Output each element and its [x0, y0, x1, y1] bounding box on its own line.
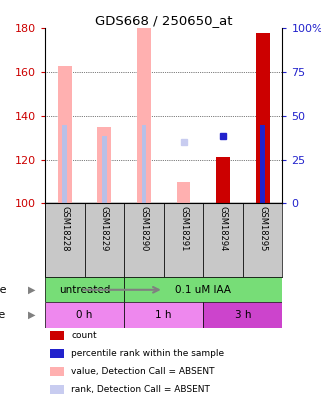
Bar [256, 33, 270, 203]
Bar [62, 125, 67, 203]
Bar [50, 385, 64, 394]
Text: 0 h: 0 h [76, 310, 93, 320]
Bar [203, 303, 282, 328]
Text: GSM18291: GSM18291 [179, 206, 188, 251]
Text: 1 h: 1 h [155, 310, 172, 320]
Text: GSM18228: GSM18228 [60, 206, 69, 251]
Bar [203, 203, 243, 277]
Text: count: count [71, 331, 97, 340]
Bar [45, 203, 84, 277]
Bar [45, 303, 124, 328]
Title: GDS668 / 250650_at: GDS668 / 250650_at [95, 14, 232, 27]
Bar [164, 203, 203, 277]
Text: GSM18294: GSM18294 [219, 206, 228, 251]
Bar [177, 181, 190, 203]
Text: ▶: ▶ [28, 285, 36, 295]
Text: rank, Detection Call = ABSENT: rank, Detection Call = ABSENT [71, 385, 210, 394]
Bar [124, 303, 203, 328]
Text: percentile rank within the sample: percentile rank within the sample [71, 349, 224, 358]
Text: dose: dose [0, 285, 6, 295]
Text: 0.1 uM IAA: 0.1 uM IAA [175, 285, 231, 295]
Bar [102, 136, 107, 203]
Bar [50, 367, 64, 376]
Bar [124, 203, 164, 277]
Bar [58, 66, 72, 203]
Text: ▶: ▶ [28, 310, 36, 320]
Text: untreated: untreated [59, 285, 110, 295]
Text: value, Detection Call = ABSENT: value, Detection Call = ABSENT [71, 367, 214, 376]
Text: GSM18290: GSM18290 [139, 206, 148, 251]
Text: time: time [0, 310, 6, 320]
Bar [137, 28, 151, 203]
Bar [142, 125, 146, 203]
Text: GSM18295: GSM18295 [258, 206, 267, 251]
Bar [216, 158, 230, 203]
Bar [50, 349, 64, 358]
Bar [97, 127, 111, 203]
Bar [50, 331, 64, 340]
Bar [243, 203, 282, 277]
Text: GSM18229: GSM18229 [100, 206, 109, 251]
Bar [84, 203, 124, 277]
Bar [260, 125, 265, 203]
Bar [45, 277, 124, 303]
Text: 3 h: 3 h [235, 310, 251, 320]
Bar [124, 277, 282, 303]
